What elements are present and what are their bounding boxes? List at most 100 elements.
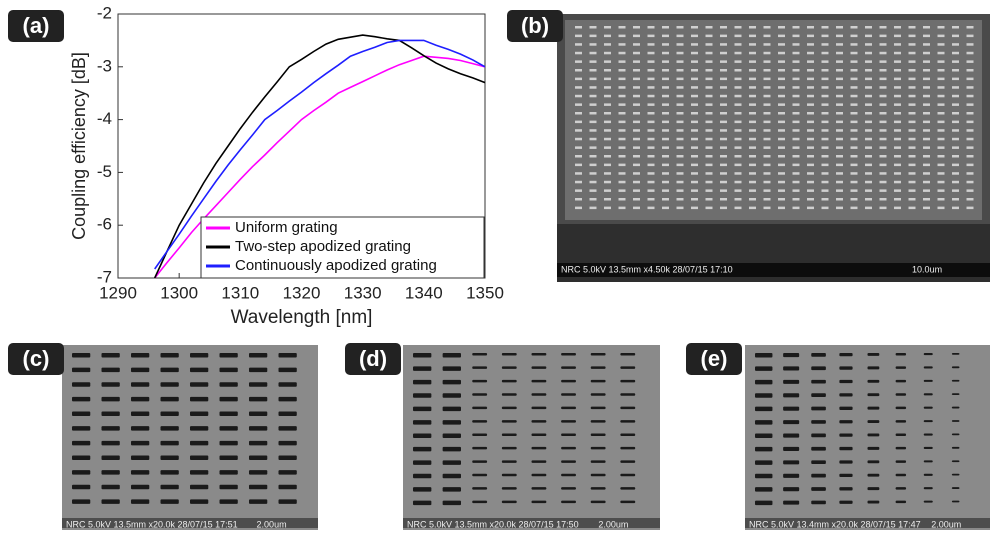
grating-hole [778,94,785,98]
grating-hole [836,189,843,192]
sem-image [62,345,318,530]
grating-hole [836,155,843,158]
grating-hole [160,484,179,490]
grating-hole [72,382,91,387]
grating-hole [879,60,887,63]
grating-hole [763,172,771,175]
grating-hole [952,51,959,55]
grating-hole [867,420,880,423]
grating-hole [839,393,853,397]
grating-hole [867,353,880,356]
grating-hole [720,129,727,132]
grating-hole [865,163,872,167]
x-axis-label: Wavelength [nm] [231,307,373,328]
grating-hole [531,420,547,423]
grating-hole [160,382,179,387]
grating-hole [131,382,150,387]
grating-hole [836,60,843,63]
grating-hole [442,353,461,358]
grating-hole [894,129,901,132]
grating-hole [561,406,576,410]
grating-hole [807,86,814,89]
grating-hole [778,69,785,72]
grating-hole [734,198,742,201]
grating-hole [821,69,829,72]
grating-hole [749,155,756,158]
grating-hole [590,473,606,477]
grating-hole [783,353,800,358]
grating-hole [763,146,771,149]
grating-hole [734,26,742,29]
grating-hole [676,43,684,46]
grating-hole [575,120,582,124]
grating-hole [131,499,150,504]
grating-hole [531,379,547,383]
grating-hole [839,406,853,410]
grating-hole [589,26,597,29]
grating-hole [589,103,597,106]
grating-hole [190,426,209,431]
grating-hole [908,163,916,167]
grating-hole [720,51,727,55]
grating-hole [604,51,611,55]
grating-hole [589,77,597,81]
grating-hole [618,129,626,132]
grating-hole [821,146,829,149]
grating-hole [633,60,640,63]
grating-hole [705,60,713,63]
grating-hole [575,155,582,158]
grating-hole [937,34,945,38]
grating-hole [966,112,974,115]
grating-hole [792,172,800,175]
grating-hole [836,103,843,106]
grating-hole [923,487,933,490]
grating-hole [952,146,959,149]
grating-hole [662,206,669,210]
grating-hole [691,198,698,201]
grating-hole [501,366,517,369]
grating-hole [589,146,597,149]
grating-hole [720,103,727,106]
grating-hole [575,180,582,184]
grating-hole [850,94,858,98]
grating-hole [131,367,150,373]
grating-hole [575,77,582,81]
grating-hole [160,470,179,475]
grating-hole [807,69,814,72]
grating-hole [895,446,907,450]
grating-hole [575,26,582,29]
grating-hole [952,103,959,106]
grating-hole [807,43,814,46]
grating-hole [811,353,826,357]
grating-hole [472,379,488,383]
grating-hole [590,393,606,396]
grating-hole [792,112,800,115]
grating-hole [908,146,916,149]
grating-hole [72,499,91,504]
grating-hole [691,86,698,89]
grating-hole [575,198,582,201]
grating-hole [749,129,756,132]
grating-hole [749,206,756,210]
grating-hole [894,77,901,81]
grating-hole [720,43,727,46]
grating-hole [676,155,684,158]
grating-hole [865,146,872,149]
grating-hole [720,94,727,98]
grating-hole [705,137,713,141]
grating-hole [951,500,960,503]
grating-hole [763,112,771,115]
legend-box [200,216,485,279]
grating-hole [219,484,238,490]
grating-hole [952,86,959,89]
grating-hole [783,446,800,452]
grating-hole [879,198,887,201]
grating-hole [952,120,959,124]
grating-hole [219,499,238,504]
grating-hole [807,94,814,98]
grating-hole [895,487,907,490]
grating-hole [472,446,488,450]
grating-hole [531,406,547,410]
grating-hole [72,367,91,373]
grating-hole [966,60,974,63]
